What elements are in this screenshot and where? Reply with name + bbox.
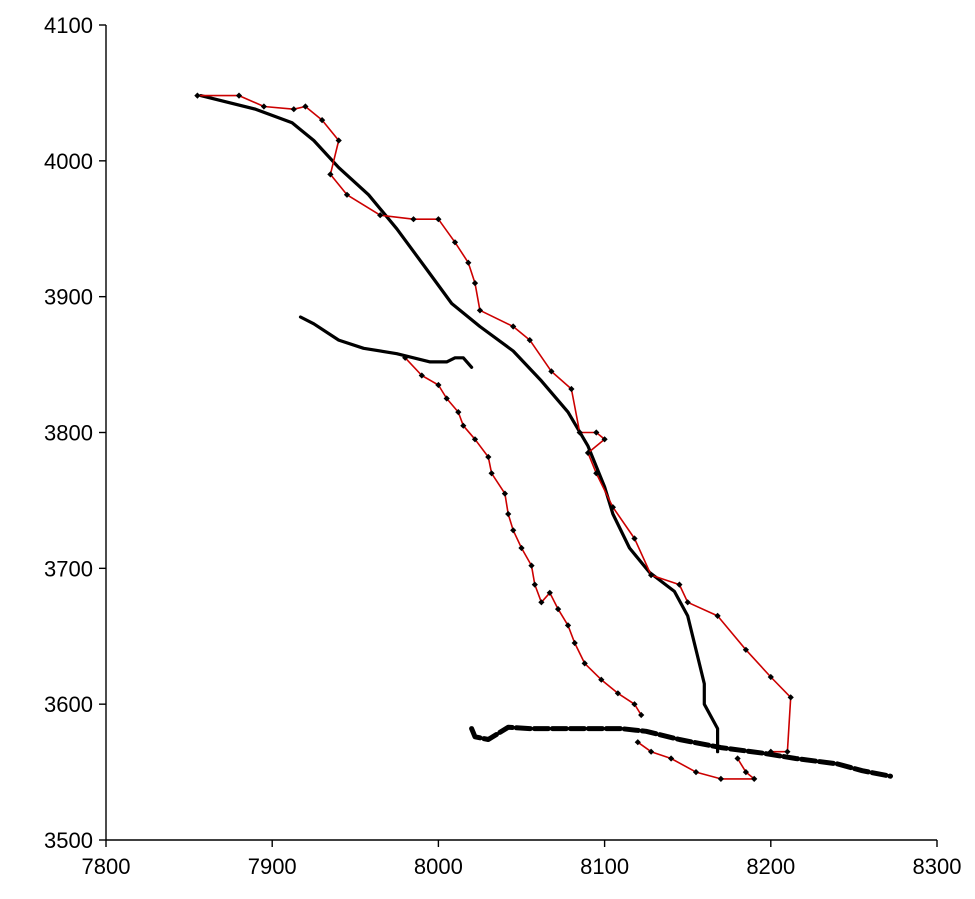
data-point-marker [601, 436, 608, 443]
data-point-marker [717, 775, 725, 783]
data-point-marker [471, 279, 479, 287]
y-tick-label: 4100 [44, 13, 93, 38]
data-point-marker [676, 581, 683, 588]
x-tick-label: 8000 [414, 854, 463, 879]
data-point-marker [571, 639, 578, 647]
data-point-marker [638, 711, 645, 719]
data-point-marker [465, 259, 472, 266]
data-point-marker [631, 535, 638, 542]
data-point-marker [505, 510, 512, 518]
data-point-marker [684, 599, 691, 606]
data-point-marker [581, 660, 588, 667]
data-point-marker [528, 562, 535, 569]
data-point-marker [767, 673, 774, 681]
data-point-marker [742, 768, 750, 776]
series-group [194, 92, 893, 783]
data-point-marker [564, 622, 572, 629]
data-point-marker [767, 748, 774, 755]
data-point-marker [734, 755, 741, 762]
data-point-marker [518, 544, 525, 552]
data-point-marker [598, 676, 605, 683]
data-point-marker [485, 453, 492, 461]
data-point-marker [631, 701, 638, 708]
data-point-marker [554, 605, 562, 613]
data-point-marker [593, 470, 600, 477]
data-point-marker [471, 436, 479, 443]
x-tick-label: 7900 [248, 854, 297, 879]
series-line-1 [199, 94, 720, 754]
data-point-marker [290, 106, 297, 113]
data-point-marker [435, 381, 442, 389]
series-line-2 [298, 315, 474, 369]
data-point-marker [548, 368, 555, 375]
data-point-marker [488, 470, 495, 477]
data-point-marker [402, 354, 409, 361]
data-point-marker [634, 739, 641, 746]
y-tick-label: 4000 [44, 149, 93, 174]
series-4-markers [194, 92, 794, 755]
y-tick-label: 3600 [44, 692, 93, 717]
data-point-marker [410, 216, 417, 223]
series-5-markers [402, 354, 645, 719]
data-point-marker [751, 775, 758, 783]
y-tick-label: 3700 [44, 556, 93, 581]
x-tick-label: 7800 [82, 854, 131, 879]
data-point-marker [460, 422, 467, 429]
data-point-marker [787, 694, 794, 701]
x-tick-label: 8100 [580, 854, 629, 879]
data-point-marker [510, 527, 517, 534]
series-6-markers [634, 739, 758, 783]
series-line-4 [196, 94, 792, 753]
data-point-marker [531, 581, 538, 588]
data-point-marker [476, 307, 484, 314]
data-point-marker [538, 599, 545, 606]
data-point-marker [784, 748, 791, 755]
series-line-5 [404, 357, 642, 716]
y-tick-label: 3900 [44, 285, 93, 310]
x-tick-label: 8200 [746, 854, 795, 879]
data-point-marker [692, 768, 700, 776]
data-point-marker [260, 103, 268, 110]
data-point-marker [194, 92, 201, 99]
x-tick-label: 8300 [913, 854, 962, 879]
data-point-marker [584, 449, 592, 457]
ticks: 7800 7900 8000 8100 8200 8300 3500 3600 3700 3800… [44, 13, 961, 879]
y-tick-label: 3800 [44, 421, 93, 446]
data-point-marker [455, 408, 462, 416]
data-point-marker [501, 490, 509, 497]
data-point-marker [714, 612, 721, 620]
series-line-3 [469, 724, 893, 779]
data-point-marker [546, 589, 553, 596]
data-point-marker [647, 571, 655, 579]
y-tick-label: 3500 [44, 828, 93, 853]
data-point-marker [647, 748, 655, 755]
data-point-marker [418, 372, 425, 379]
data-point-marker [742, 646, 750, 653]
data-point-marker [614, 690, 622, 697]
axes [105, 25, 937, 841]
data-point-marker [667, 755, 675, 762]
data-point-marker [443, 395, 450, 402]
data-point-marker [235, 92, 243, 99]
